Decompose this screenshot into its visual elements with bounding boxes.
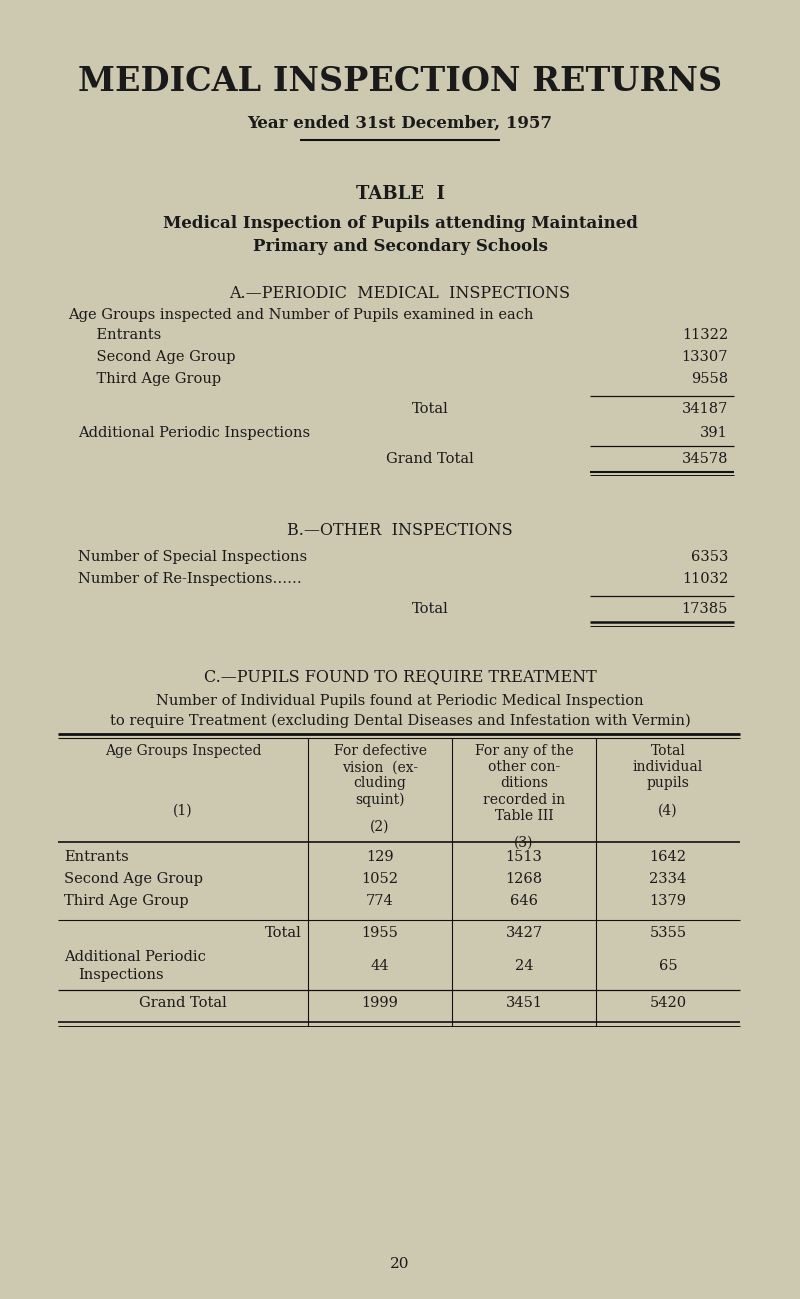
Text: Number of Individual Pupils found at Periodic Medical Inspection: Number of Individual Pupils found at Per… [156,694,644,708]
Text: to require Treatment (excluding Dental Diseases and Infestation with Vermin): to require Treatment (excluding Dental D… [110,714,690,729]
Text: 11322: 11322 [682,329,728,342]
Text: 1513: 1513 [506,850,542,864]
Text: 774: 774 [366,894,394,908]
Text: Number of Re-Inspections……: Number of Re-Inspections…… [78,572,302,586]
Text: Total
individual
pupils: Total individual pupils [633,744,703,790]
Text: Age Groups Inspected: Age Groups Inspected [105,744,262,759]
Text: 65: 65 [658,959,678,973]
Text: Entrants: Entrants [64,850,129,864]
Text: 2334: 2334 [650,872,686,886]
Text: 1955: 1955 [362,926,398,940]
Text: 9558: 9558 [691,372,728,386]
Text: 3451: 3451 [506,996,542,1011]
Text: 646: 646 [510,894,538,908]
Text: Total: Total [412,601,448,616]
Text: Grand Total: Grand Total [386,452,474,466]
Text: 34578: 34578 [682,452,728,466]
Text: 129: 129 [366,850,394,864]
Text: (4): (4) [658,804,678,818]
Text: C.—PUPILS FOUND TO REQUIRE TREATMENT: C.—PUPILS FOUND TO REQUIRE TREATMENT [204,668,596,685]
Text: For defective
vision  (ex-
cluding
squint): For defective vision (ex- cluding squint… [334,744,426,807]
Text: Additional Periodic Inspections: Additional Periodic Inspections [78,426,310,440]
Text: Entrants: Entrants [78,329,162,342]
Text: Year ended 31st December, 1957: Year ended 31st December, 1957 [247,116,553,132]
Text: 1268: 1268 [506,872,542,886]
Text: Second Age Group: Second Age Group [64,872,203,886]
Text: 34187: 34187 [682,401,728,416]
Text: Third Age Group: Third Age Group [78,372,221,386]
Text: 3427: 3427 [506,926,542,940]
Text: 391: 391 [700,426,728,440]
Text: 1379: 1379 [650,894,686,908]
Text: 11032: 11032 [682,572,728,586]
Text: B.—OTHER  INSPECTIONS: B.—OTHER INSPECTIONS [287,522,513,539]
Text: Grand Total: Grand Total [139,996,227,1011]
Text: For any of the
other con-
ditions
recorded in
Table III: For any of the other con- ditions record… [474,744,574,822]
Text: 1999: 1999 [362,996,398,1011]
Text: Age Groups inspected and Number of Pupils examined in each: Age Groups inspected and Number of Pupil… [68,308,534,322]
Text: Medical Inspection of Pupils attending Maintained: Medical Inspection of Pupils attending M… [162,216,638,233]
Text: 1642: 1642 [650,850,686,864]
Text: Primary and Secondary Schools: Primary and Secondary Schools [253,238,547,255]
Text: 17385: 17385 [682,601,728,616]
Text: TABLE  I: TABLE I [355,184,445,203]
Text: Inspections: Inspections [78,968,164,982]
Text: 1052: 1052 [362,872,398,886]
Text: 6353: 6353 [690,549,728,564]
Text: MEDICAL INSPECTION RETURNS: MEDICAL INSPECTION RETURNS [78,65,722,97]
Text: (3): (3) [514,837,534,850]
Text: 44: 44 [370,959,390,973]
Text: Total: Total [412,401,448,416]
Text: (1): (1) [173,804,193,818]
Text: 5420: 5420 [650,996,686,1011]
Text: 20: 20 [390,1257,410,1270]
Text: 13307: 13307 [682,349,728,364]
Text: Third Age Group: Third Age Group [64,894,189,908]
Text: Number of Special Inspections: Number of Special Inspections [78,549,307,564]
Text: Additional Periodic: Additional Periodic [64,950,206,964]
Text: 24: 24 [514,959,534,973]
Text: Second Age Group: Second Age Group [78,349,235,364]
Text: (2): (2) [370,820,390,834]
Text: Total: Total [266,926,302,940]
Text: A.—PERIODIC  MEDICAL  INSPECTIONS: A.—PERIODIC MEDICAL INSPECTIONS [230,284,570,301]
Text: 5355: 5355 [650,926,686,940]
